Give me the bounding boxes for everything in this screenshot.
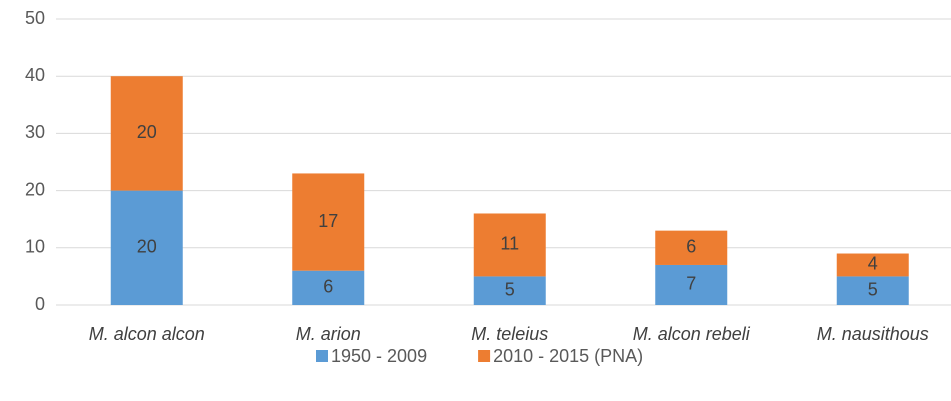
legend-swatch (316, 350, 328, 362)
x-tick-label: M. teleius (471, 324, 548, 344)
legend-label: 1950 - 2009 (331, 346, 427, 366)
data-label: 4 (868, 254, 878, 274)
bar-segment (110, 190, 183, 305)
x-tick-label: M. nausithous (817, 324, 929, 344)
y-tick-label: 30 (25, 122, 45, 142)
data-label: 6 (323, 277, 333, 297)
bar-segment (110, 76, 183, 191)
bar-segment (473, 276, 546, 305)
data-label: 20 (137, 122, 157, 142)
data-label: 5 (868, 279, 878, 299)
data-label: 5 (505, 279, 515, 299)
x-tick-label: M. arion (296, 324, 361, 344)
data-label: 20 (137, 237, 157, 257)
bar-segment (836, 253, 909, 277)
bar-segment (836, 276, 909, 305)
y-tick-label: 40 (25, 65, 45, 85)
x-tick-label: M. alcon alcon (89, 324, 205, 344)
bar-segment (292, 173, 365, 271)
data-label: 6 (686, 237, 696, 257)
y-tick-label: 20 (25, 179, 45, 199)
bar-segment (473, 213, 546, 277)
bar-segment (655, 264, 728, 305)
legend-swatch (478, 350, 491, 362)
data-label: 7 (686, 274, 696, 294)
y-tick-label: 0 (35, 294, 45, 314)
x-tick-label: M. alcon rebeli (633, 324, 751, 344)
bar-segment (292, 270, 365, 305)
bar-segment (655, 230, 728, 265)
y-tick-label: 50 (25, 8, 45, 28)
legend-label: 2010 - 2015 (PNA) (493, 346, 643, 366)
data-label: 11 (500, 234, 519, 254)
y-tick-label: 10 (25, 237, 45, 257)
data-label: 17 (318, 211, 338, 231)
